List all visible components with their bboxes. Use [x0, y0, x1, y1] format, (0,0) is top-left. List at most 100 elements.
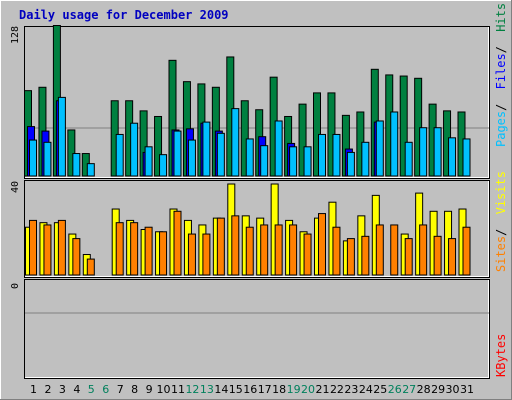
- pages-bar: [390, 111, 399, 177]
- legend-pages: Pages: [494, 111, 508, 147]
- pages-bar: [245, 138, 254, 177]
- sites-bar: [462, 226, 471, 276]
- sites-bar: [245, 226, 254, 276]
- pages-bar: [404, 141, 413, 177]
- day-label: 11: [171, 383, 185, 396]
- day-label: 12: [185, 383, 199, 396]
- sites-bar: [448, 238, 457, 276]
- sites-bar: [130, 222, 139, 276]
- day-label: 2: [44, 383, 51, 396]
- sites-bar: [303, 233, 312, 276]
- sites-bar: [29, 219, 37, 276]
- panel-requests-ymax-label: 128: [10, 26, 21, 44]
- sites-bar: [86, 258, 95, 276]
- x-axis-day-labels: 1 2 3 4 5 6 7 8 9 10 11 12 13 14 15 16 17 18 19 20 21 22 23 24 2…: [30, 383, 474, 396]
- panel-visits-ymax-label: 40: [10, 181, 21, 193]
- pages-bar: [303, 146, 312, 177]
- day-label: 3: [59, 383, 66, 396]
- hits-bar: [67, 129, 76, 177]
- pages-bar: [231, 108, 240, 177]
- pages-bar: [173, 130, 182, 177]
- pages-bar: [274, 120, 283, 177]
- day-label: 20: [301, 383, 315, 396]
- pages-bar: [29, 139, 37, 177]
- pages-bar: [260, 145, 269, 177]
- legend-files: Files: [494, 53, 508, 89]
- day-label: 23: [344, 383, 358, 396]
- sites-bar: [318, 213, 326, 276]
- day-label: 21: [316, 383, 330, 396]
- pages-bar: [361, 141, 370, 177]
- legend-visits: Visits: [494, 171, 508, 214]
- pages-bar: [216, 132, 225, 177]
- panel-kbytes-ymax-label: 0: [10, 283, 21, 289]
- sites-bar: [43, 224, 52, 276]
- day-label: 5: [88, 383, 95, 396]
- sites-bar: [144, 226, 153, 276]
- hits-bar: [154, 115, 163, 177]
- sites-bar: [72, 238, 81, 276]
- sites-bar: [361, 235, 370, 276]
- day-label: 15: [229, 383, 243, 396]
- day-label: 29: [431, 383, 445, 396]
- legend-hits: Hits: [494, 3, 508, 32]
- hits-bar: [399, 75, 408, 177]
- day-label: 31: [460, 383, 474, 396]
- day-label: 10: [157, 383, 171, 396]
- pages-bar: [159, 154, 168, 177]
- requests-bars: [24, 25, 471, 177]
- day-label: 14: [214, 383, 228, 396]
- sites-bar: [274, 224, 283, 276]
- day-label: 28: [417, 383, 431, 396]
- sites-bar: [346, 238, 355, 276]
- sites-bar: [390, 224, 399, 276]
- day-label: 22: [330, 383, 344, 396]
- sites-bar: [419, 224, 428, 276]
- legend-visits: Sites / Visits: [494, 171, 508, 272]
- legend-kbytes: KBytes: [494, 334, 508, 377]
- sites-bar: [187, 233, 196, 276]
- legend-separator: /: [494, 46, 508, 53]
- day-label: 13: [200, 383, 214, 396]
- day-label: 8: [131, 383, 138, 396]
- pages-bar: [419, 127, 428, 177]
- pages-bar: [448, 137, 457, 177]
- hits-bar: [298, 103, 307, 177]
- sites-bar: [115, 222, 124, 276]
- sites-bar: [404, 238, 413, 276]
- day-label: 7: [117, 383, 124, 396]
- pages-bar: [433, 127, 442, 177]
- legend-requests: Pages / Files / Hits: [494, 3, 508, 147]
- chart-title: Daily usage for December 2009: [19, 8, 229, 22]
- day-label: 16: [243, 383, 257, 396]
- sites-bar: [375, 224, 384, 276]
- day-label: 25: [373, 383, 387, 396]
- day-label: 24: [359, 383, 373, 396]
- sites-bar: [231, 215, 240, 276]
- day-label: 18: [272, 383, 286, 396]
- pages-bar: [115, 133, 124, 177]
- sites-bar: [289, 224, 298, 276]
- day-label: 30: [446, 383, 460, 396]
- pages-bar: [43, 141, 52, 177]
- legend-separator: /: [494, 104, 508, 111]
- day-label: 26: [388, 383, 402, 396]
- sites-bar: [173, 210, 182, 276]
- pages-bar: [462, 138, 471, 177]
- sites-bar: [260, 224, 269, 276]
- hits-bar: [414, 77, 423, 177]
- sites-bar: [159, 231, 168, 276]
- day-label: 27: [402, 383, 416, 396]
- pages-bar: [202, 121, 211, 177]
- legend-sites: Sites: [494, 236, 508, 272]
- pages-bar: [332, 133, 341, 177]
- sites-bar: [433, 235, 442, 276]
- pages-bar: [318, 133, 326, 177]
- visits-bars: [25, 183, 471, 276]
- day-label: 19: [287, 383, 301, 396]
- day-label: 17: [258, 383, 272, 396]
- day-label: 4: [73, 383, 80, 396]
- pages-bar: [375, 120, 384, 177]
- pages-bar: [86, 163, 95, 177]
